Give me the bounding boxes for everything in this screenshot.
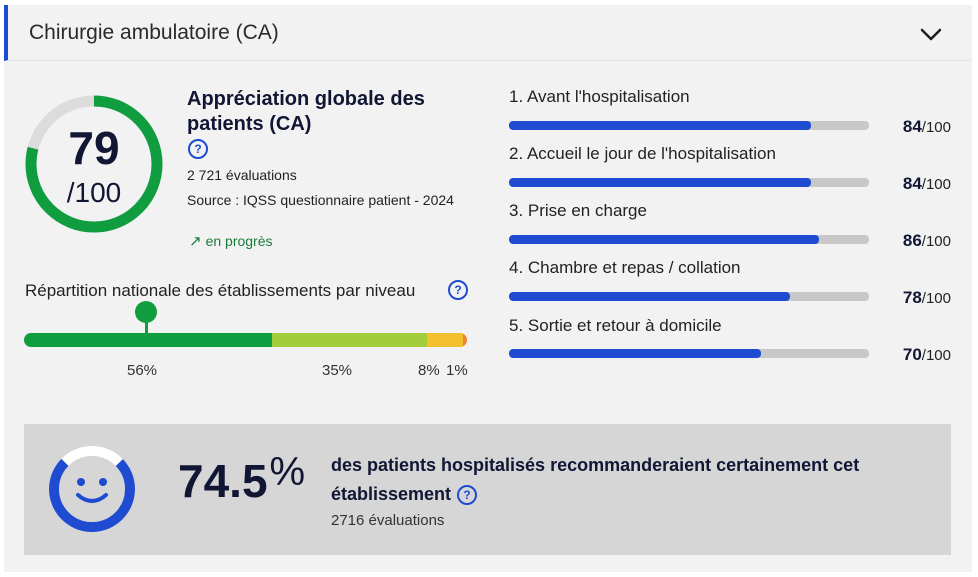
smiley-icon bbox=[49, 446, 135, 532]
criterion-bar-fill bbox=[509, 121, 812, 130]
global-score-max: /100 bbox=[66, 177, 122, 208]
distribution-segment bbox=[427, 333, 463, 347]
distribution-label: 1% bbox=[446, 362, 468, 379]
distribution-label: 56% bbox=[127, 362, 158, 379]
position-marker-stem bbox=[145, 318, 148, 335]
section-header[interactable]: Chirurgie ambulatoire (CA) bbox=[4, 5, 972, 61]
criterion-bar-fill bbox=[509, 349, 761, 358]
chevron-down-icon[interactable] bbox=[920, 23, 942, 45]
criterion-score: 78/100 bbox=[902, 288, 951, 307]
help-icon[interactable]: ? bbox=[457, 485, 478, 505]
distribution-title: Répartition nationale des établissements… bbox=[25, 281, 416, 300]
source-text: Source : IQSS questionnaire patient - 20… bbox=[187, 192, 454, 208]
evaluation-count: 2 721 évaluations bbox=[187, 167, 297, 183]
distribution-segment bbox=[462, 333, 467, 347]
section-title: Chirurgie ambulatoire (CA) bbox=[29, 21, 279, 44]
help-icon[interactable]: ? bbox=[188, 139, 208, 159]
criterion-label: 3. Prise en charge bbox=[509, 201, 647, 220]
criterion-score: 84/100 bbox=[902, 117, 951, 136]
recommendation-evaluations: 2716 évaluations bbox=[331, 512, 445, 529]
score-gauge bbox=[25, 95, 163, 233]
criterion-bar bbox=[509, 121, 869, 130]
criterion-bar bbox=[509, 349, 869, 358]
criterion-label: 1. Avant l'hospitalisation bbox=[509, 87, 690, 106]
trend-indicator: ↗ en progrès bbox=[189, 232, 273, 250]
criterion-score: 70/100 bbox=[902, 345, 951, 364]
criterion-score: 84/100 bbox=[902, 174, 951, 193]
criterion-bar-fill bbox=[509, 235, 819, 244]
distribution-bar bbox=[24, 333, 467, 347]
criterion-bar bbox=[509, 178, 869, 187]
trend-arrow-icon: ↗ bbox=[189, 233, 202, 250]
criterion-label: 2. Accueil le jour de l'hospitalisation bbox=[509, 144, 776, 163]
trend-label: en progrès bbox=[205, 233, 273, 249]
global-score: 79 bbox=[68, 122, 120, 174]
criterion-score: 86/100 bbox=[902, 231, 951, 250]
criterion-label: 4. Chambre et repas / collation bbox=[509, 258, 741, 277]
recommendation-panel: 74.5% des patients hospitalisés recomman… bbox=[24, 424, 951, 555]
distribution-segment bbox=[24, 333, 273, 347]
section-card: Chirurgie ambulatoire (CA) 79 /100 Appré… bbox=[4, 5, 972, 572]
recommendation-percentage: 74.5% bbox=[178, 450, 306, 507]
recommendation-gauge-arc bbox=[49, 446, 135, 532]
position-marker bbox=[135, 301, 157, 323]
criterion-bar bbox=[509, 292, 869, 301]
criterion-bar bbox=[509, 235, 869, 244]
appreciation-title: Appréciation globale des patients (CA) bbox=[187, 88, 425, 135]
help-icon[interactable]: ? bbox=[448, 280, 468, 300]
criterion-bar-fill bbox=[509, 178, 812, 187]
score-gauge-arc bbox=[25, 95, 163, 233]
distribution-label: 35% bbox=[322, 362, 353, 379]
distribution-label: 8% bbox=[418, 362, 440, 379]
recommendation-text: des patients hospitalisés recommanderaie… bbox=[331, 455, 860, 505]
criterion-label: 5. Sortie et retour à domicile bbox=[509, 316, 722, 335]
criterion-bar-fill bbox=[509, 292, 790, 301]
distribution-segment bbox=[272, 333, 428, 347]
